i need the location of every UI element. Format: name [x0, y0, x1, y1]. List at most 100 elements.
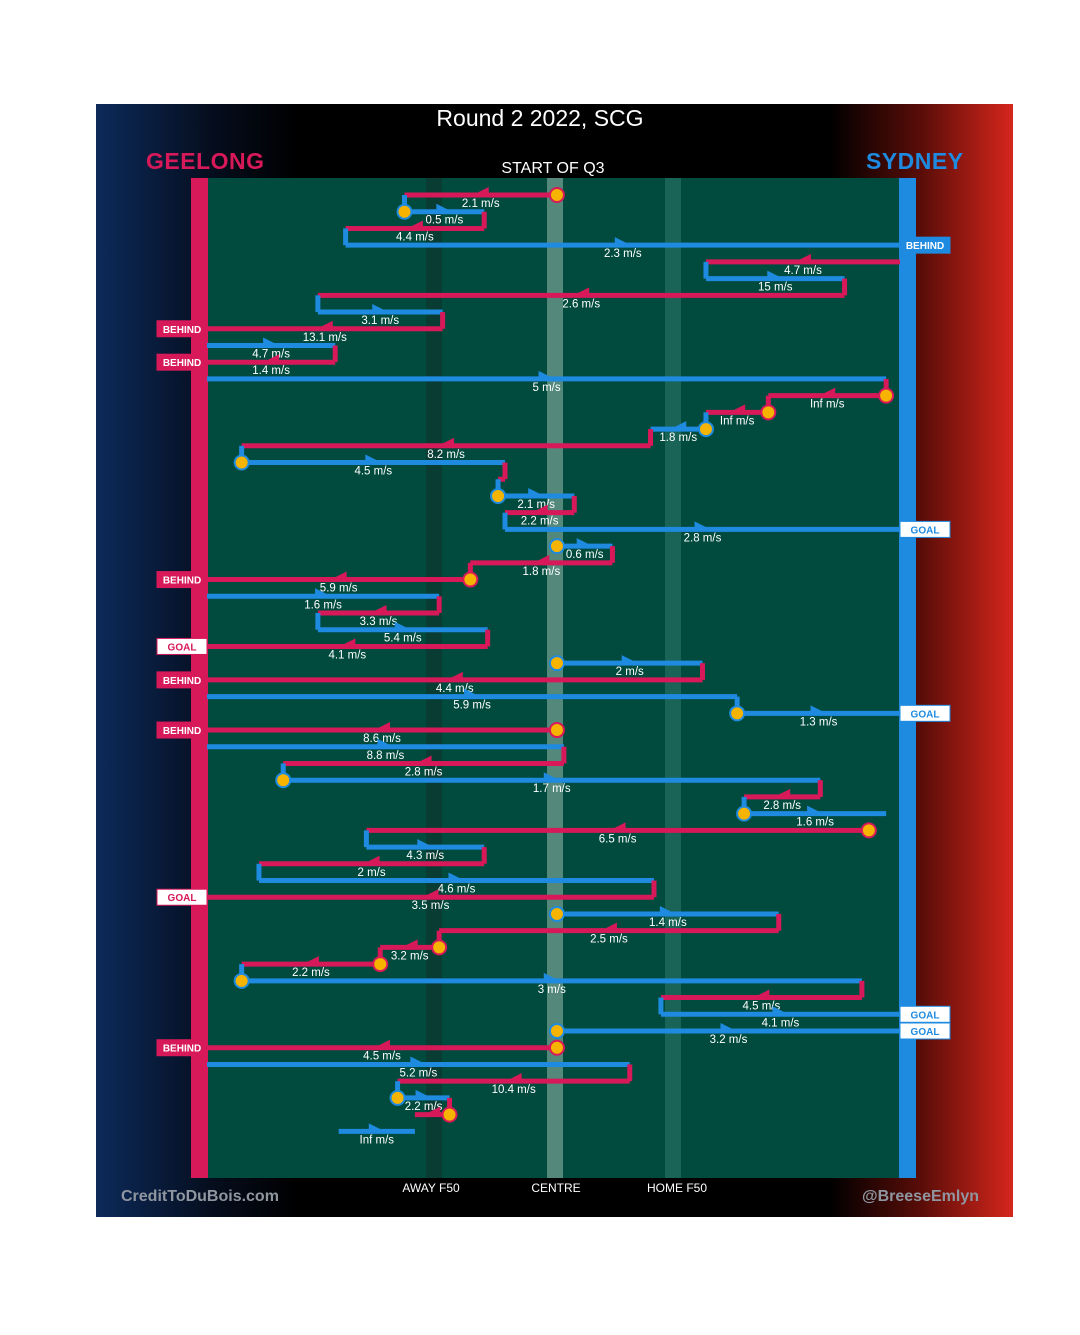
speed-label: 1.8 m/s [523, 566, 561, 578]
speed-label: Inf m/s [720, 415, 755, 427]
speed-label: 1.3 m/s [800, 716, 838, 728]
chain-arrow [263, 337, 280, 346]
speed-label: 1.7 m/s [533, 783, 571, 795]
speed-label: 3.3 m/s [360, 616, 398, 628]
possession-start-marker [729, 705, 746, 722]
possession-start-marker [548, 722, 565, 739]
score-badge-label: BEHIND [163, 1044, 201, 1055]
team-left-label: GEELONG [146, 148, 265, 174]
centre-label: CENTRE [531, 1181, 581, 1195]
score-badge [156, 320, 208, 338]
chain-arrow [819, 387, 836, 396]
speed-label: Inf m/s [360, 1134, 395, 1146]
chain-arrow [373, 1039, 390, 1048]
possession-start-marker [233, 972, 250, 989]
speed-label: 1.4 m/s [252, 365, 290, 377]
chain-arrow [621, 655, 638, 664]
score-badge-label: BEHIND [163, 325, 201, 336]
chain-arrow [417, 839, 434, 848]
away-f50-label: AWAY F50 [402, 1181, 460, 1195]
chart-title: Round 2 2022, SCG [436, 105, 644, 131]
speed-label: 2.8 m/s [684, 532, 722, 544]
possession-start-marker [233, 454, 250, 471]
speed-label: 2 m/s [616, 666, 644, 678]
speed-label: 1.6 m/s [304, 599, 342, 611]
chain-arrow [753, 989, 770, 998]
speed-label: 2.1 m/s [462, 198, 500, 210]
speed-label: 2.2 m/s [292, 967, 330, 979]
possession-start-marker [372, 956, 389, 973]
speed-label: 2.3 m/s [604, 248, 642, 260]
chain-arrow [600, 922, 617, 931]
chain-arrow [415, 1089, 432, 1098]
speed-label: 4.1 m/s [328, 649, 366, 661]
chain-arrow [438, 437, 455, 446]
chain-arrow [302, 956, 319, 965]
score-badge [156, 571, 208, 589]
possession-start-marker [396, 203, 413, 220]
speed-label: 1.6 m/s [796, 817, 834, 829]
score-badge-label: GOAL [911, 1010, 940, 1021]
chain-arrow [533, 554, 550, 563]
chain-arrow [339, 638, 356, 647]
speed-label: 2.6 m/s [562, 298, 600, 310]
possession-start-marker [878, 387, 895, 404]
speed-label: 5.4 m/s [384, 633, 422, 645]
credit-left: CreditToDuBois.com [121, 1188, 279, 1205]
chain-arrow [531, 504, 548, 513]
chain-arrow [373, 722, 390, 731]
chain-arrow [472, 187, 489, 195]
speed-label: 6.5 m/s [599, 833, 637, 845]
chain-arrow [315, 588, 332, 597]
chain-arrow [464, 688, 481, 697]
speed-label: 2.8 m/s [405, 766, 443, 778]
chain-arrow [401, 939, 418, 948]
possession-start-marker [736, 805, 753, 822]
speed-label: 2.5 m/s [590, 934, 628, 946]
chain-arrow [670, 421, 687, 430]
speed-label: 15 m/s [758, 282, 793, 294]
speed-label: 2.2 m/s [521, 516, 559, 528]
score-badge-label: BEHIND [906, 241, 944, 252]
possession-start-marker [389, 1089, 406, 1106]
speed-label: 4.4 m/s [396, 231, 434, 243]
score-badge [156, 888, 208, 906]
score-badge [156, 721, 208, 739]
score-badge [899, 1022, 951, 1040]
speed-label: 3.5 m/s [412, 900, 450, 912]
speed-label: 10.4 m/s [492, 1084, 536, 1096]
chain-arrow [505, 1073, 522, 1082]
speed-label: 4.6 m/s [438, 884, 476, 896]
possession-start-marker [760, 404, 777, 421]
speed-label: Inf m/s [810, 399, 845, 411]
speed-label: 3.1 m/s [361, 315, 399, 327]
chain-arrow [436, 203, 453, 212]
speed-label: 4.7 m/s [784, 265, 822, 277]
score-badge-label: GOAL [168, 893, 197, 904]
sydney-goal-line [899, 178, 916, 1178]
speed-label: 8.6 m/s [363, 733, 401, 745]
chains-layer: 2.1 m/s 0.5 m/s 4.4 m/s 2.3 m/s BEHIND 4.7 m/… [156, 187, 951, 1146]
score-badge [899, 236, 951, 254]
score-badge [156, 671, 208, 689]
chain-arrow [538, 370, 555, 379]
possession-start-marker [548, 187, 565, 203]
possession-start-marker [548, 905, 565, 922]
chain-arrow [365, 454, 382, 463]
possession-start-marker [548, 655, 565, 672]
score-badge [156, 353, 208, 371]
score-badge [899, 520, 951, 538]
chain-arrow [422, 889, 439, 898]
chain-arrow [774, 788, 791, 797]
speed-label: 3 m/s [538, 984, 566, 996]
score-badge-label: BEHIND [163, 676, 201, 687]
possession-start-marker [490, 487, 507, 504]
score-badge [156, 637, 208, 655]
speed-label: 0.6 m/s [566, 549, 604, 561]
score-badge [899, 1005, 951, 1023]
chain-arrow [720, 1023, 737, 1031]
home-f50-label: HOME F50 [646, 1181, 708, 1195]
speed-label: 5.9 m/s [453, 700, 491, 712]
chain-arrow [543, 772, 560, 781]
chain-arrow [377, 738, 394, 747]
